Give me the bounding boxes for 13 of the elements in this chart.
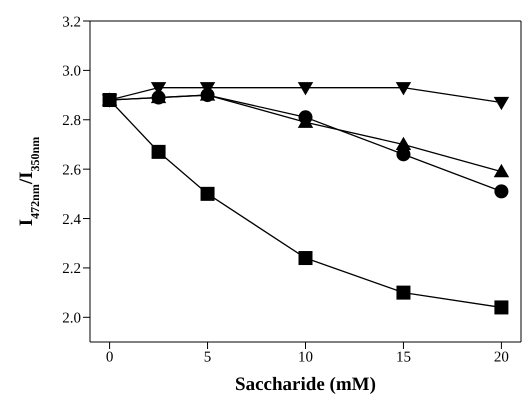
x-tick-label: 20 [494,350,509,366]
x-tick-label: 5 [204,350,212,366]
y-tick-label: 2.6 [62,162,82,178]
y-tick-label: 2.0 [62,310,81,327]
y-tick-label: 3.2 [62,14,81,30]
x-tick-label: 15 [396,350,411,366]
y-tick-label: 2.4 [62,212,82,228]
x-tick-label: 10 [298,350,313,366]
y-tick-label: 2.8 [62,113,81,130]
y-tick-label: 3.0 [62,64,81,80]
y-tick-label: 2.2 [62,261,81,278]
x-tick-label: 0 [106,350,114,366]
x-axis-title: Saccharide (mM) [235,374,376,395]
